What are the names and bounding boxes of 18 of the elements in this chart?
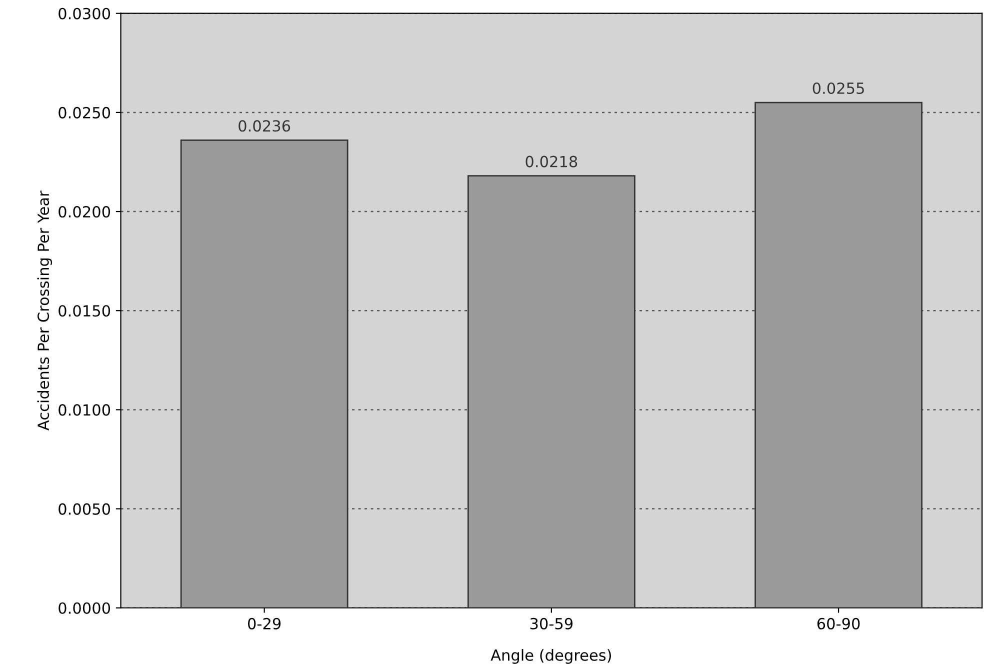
x-tick-label: 0-29: [248, 618, 281, 630]
bar: [180, 139, 348, 608]
bar: [754, 102, 922, 608]
data-label: 0.0218: [526, 156, 578, 168]
data-label: 0.0236: [238, 120, 290, 132]
y-tick-label: 0.0300: [58, 8, 110, 20]
y-axis-title: Accidents Per Crossing Per Year: [37, 190, 52, 430]
x-tick-label: 60-90: [817, 618, 860, 630]
bar: [467, 175, 636, 608]
y-tick-label: 0.0050: [58, 503, 110, 515]
y-tick-label: 0.0150: [58, 305, 110, 317]
y-tick-label: 0.0000: [58, 602, 110, 614]
data-label: 0.0255: [812, 82, 864, 94]
y-tick-label: 0.0100: [58, 404, 110, 416]
y-tick-label: 0.0200: [58, 206, 110, 218]
x-tick-label: 30-59: [530, 618, 573, 630]
x-axis-title: Angle (degrees): [490, 649, 611, 664]
y-tick-label: 0.0250: [58, 106, 110, 118]
